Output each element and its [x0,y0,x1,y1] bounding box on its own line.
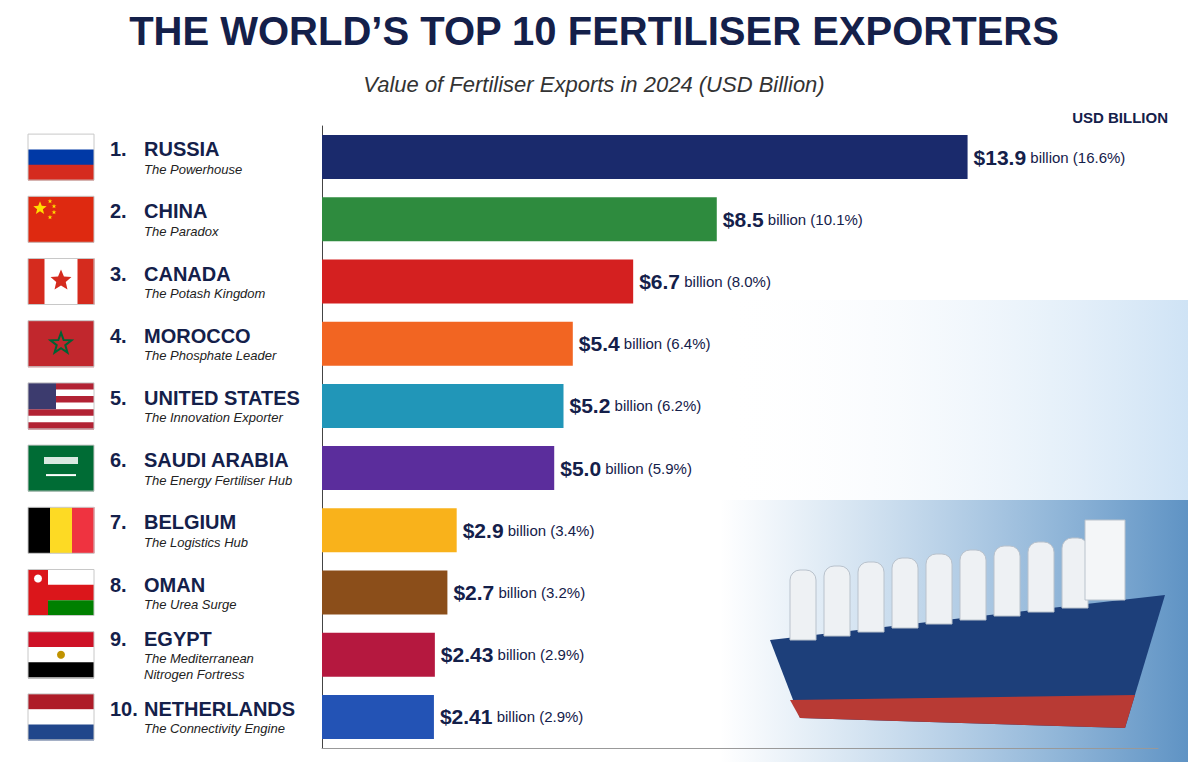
svg-text:Value of Fertiliser Exports in: Value of Fertiliser Exports in 2024 (USD… [363,72,824,97]
svg-text:The Energy Fertiliser Hub: The Energy Fertiliser Hub [144,473,292,488]
svg-text:billion (2.9%): billion (2.9%) [492,708,583,725]
svg-text:NETHERLANDS: NETHERLANDS [144,698,295,720]
svg-text:The Potash Kingdom: The Potash Kingdom [144,286,266,301]
svg-text:$5.4: $5.4 [579,332,620,355]
svg-text:$5.0: $5.0 [560,457,601,480]
svg-text:billion (5.9%): billion (5.9%) [601,460,692,477]
svg-text:10.: 10. [110,698,138,720]
svg-text:RUSSIA: RUSSIA [144,138,220,160]
svg-text:UNITED STATES: UNITED STATES [144,387,300,409]
svg-text:CHINA: CHINA [144,200,207,222]
svg-text:Nitrogen Fortress: Nitrogen Fortress [144,667,245,682]
svg-text:3.: 3. [110,263,127,285]
svg-text:billion (3.4%): billion (3.4%) [504,522,595,539]
svg-text:billion (3.2%): billion (3.2%) [494,584,585,601]
svg-text:8.: 8. [110,574,127,596]
svg-text:$13.9: $13.9 [974,146,1027,169]
svg-text:billion (6.4%): billion (6.4%) [620,335,711,352]
svg-text:$5.2: $5.2 [570,394,611,417]
svg-text:1.: 1. [110,138,127,160]
svg-text:USD BILLION: USD BILLION [1072,109,1168,126]
svg-text:The Logistics Hub: The Logistics Hub [144,535,248,550]
svg-text:The Powerhouse: The Powerhouse [144,162,242,177]
svg-text:billion (6.2%): billion (6.2%) [610,397,701,414]
svg-text:$2.7: $2.7 [453,581,494,604]
svg-text:6.: 6. [110,449,127,471]
svg-text:4.: 4. [110,325,127,347]
svg-text:THE WORLD’S TOP 10 FERTILISER: THE WORLD’S TOP 10 FERTILISER EXPORTERS [129,9,1059,53]
svg-text:The Phosphate Leader: The Phosphate Leader [144,348,277,363]
svg-text:$2.41: $2.41 [440,705,493,728]
svg-text:The Urea Surge: The Urea Surge [144,597,237,612]
svg-text:$8.5: $8.5 [723,208,764,231]
svg-text:7.: 7. [110,511,127,533]
svg-text:2.: 2. [110,200,127,222]
svg-text:billion (2.9%): billion (2.9%) [493,646,584,663]
svg-text:$2.43: $2.43 [441,643,494,666]
svg-text:BELGIUM: BELGIUM [144,511,236,533]
svg-text:9.: 9. [110,628,127,650]
svg-text:billion (10.1%): billion (10.1%) [764,211,863,228]
svg-text:MOROCCO: MOROCCO [144,325,251,347]
svg-text:$6.7: $6.7 [639,270,680,293]
svg-text:billion (16.6%): billion (16.6%) [1026,149,1125,166]
svg-text:The Mediterranean: The Mediterranean [144,651,254,666]
svg-text:5.: 5. [110,387,127,409]
svg-text:SAUDI ARABIA: SAUDI ARABIA [144,449,289,471]
svg-text:The Connectivity Engine: The Connectivity Engine [144,721,285,736]
svg-text:EGYPT: EGYPT [144,628,212,650]
svg-text:$2.9: $2.9 [463,519,504,542]
svg-text:OMAN: OMAN [144,574,205,596]
svg-text:The Paradox: The Paradox [144,224,219,239]
svg-text:The Innovation Exporter: The Innovation Exporter [144,410,283,425]
svg-text:billion (8.0%): billion (8.0%) [680,273,771,290]
svg-text:CANADA: CANADA [144,263,231,285]
